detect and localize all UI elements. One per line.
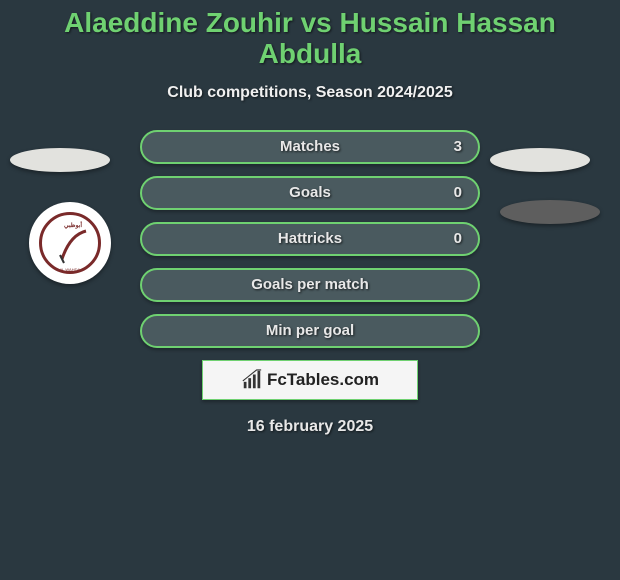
stat-row-goals-per-match: Goals per match [140,268,480,302]
stat-label: Goals per match [251,276,369,293]
brand-text: FcTables.com [267,370,379,390]
club-badge: أبوظبي AL WAHDA FC [29,202,111,284]
club-logo-icon: أبوظبي AL WAHDA FC [42,215,101,274]
content-area: أبوظبي AL WAHDA FC Matches 3 Goals 0 Hat… [0,130,620,436]
stat-label: Matches [280,138,340,155]
club-badge-inner: أبوظبي AL WAHDA FC [39,212,101,274]
stat-value: 0 [454,230,462,247]
stat-label: Hattricks [278,230,342,247]
date-text: 16 february 2025 [0,418,620,436]
comparison-title: Alaeddine Zouhir vs Hussain Hassan Abdul… [0,0,620,70]
stats-column: Matches 3 Goals 0 Hattricks 0 Goals per … [140,130,480,348]
player-right-ellipse-bottom [500,200,600,224]
chart-icon [241,369,263,391]
stat-value: 3 [454,138,462,155]
stat-label: Min per goal [266,322,354,339]
stat-row-goals: Goals 0 [140,176,480,210]
brand-box: FcTables.com [202,360,418,400]
svg-text:AL WAHDA FC: AL WAHDA FC [60,267,87,272]
stat-row-matches: Matches 3 [140,130,480,164]
player-right-ellipse-top [490,148,590,172]
subtitle: Club competitions, Season 2024/2025 [0,84,620,102]
stat-value: 0 [454,184,462,201]
stat-label: Goals [289,184,331,201]
player-left-ellipse [10,148,110,172]
svg-text:أبوظبي: أبوظبي [64,220,82,229]
stat-row-hattricks: Hattricks 0 [140,222,480,256]
stat-row-min-per-goal: Min per goal [140,314,480,348]
